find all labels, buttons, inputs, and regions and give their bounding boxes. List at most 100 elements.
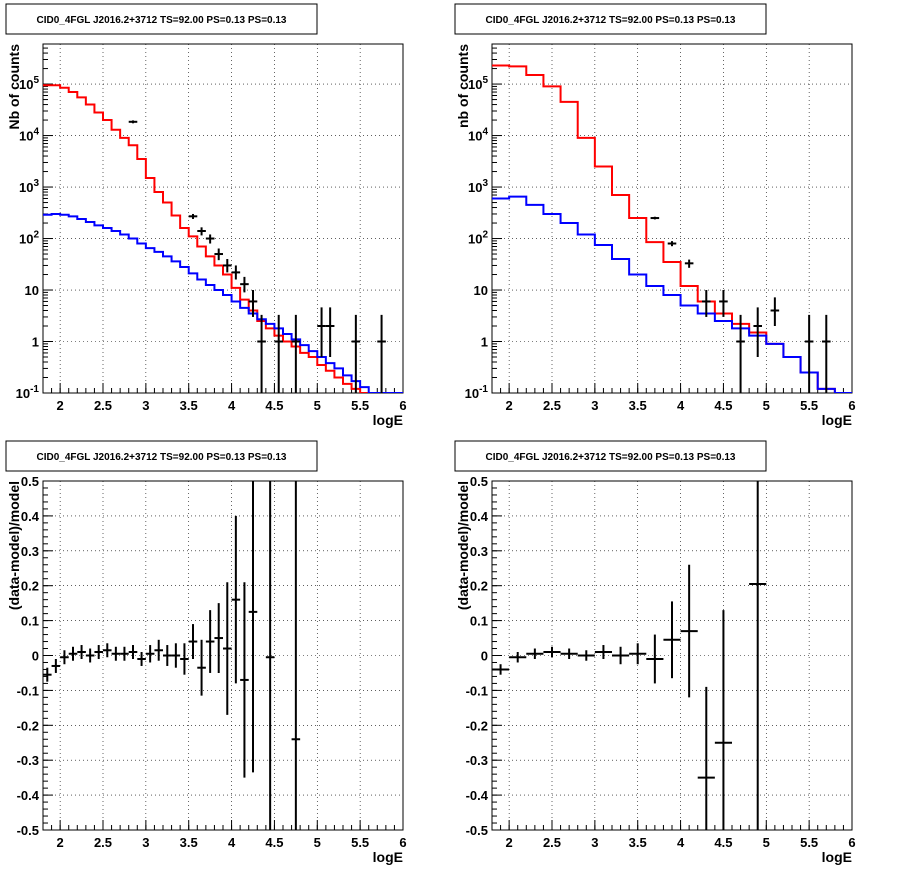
data-point [804,314,814,393]
data-point [543,646,561,658]
data-point [325,307,335,358]
y-tick-label: 0 [481,649,488,664]
data-point [145,645,155,663]
data-point [60,650,69,665]
y-tick-label: 103 [19,178,39,195]
chart-title: CID0_4FGL J2016.2+3712 TS=92.00 PS=0.13 … [37,15,287,26]
y-tick-label: -0.5 [466,823,488,838]
data-point [128,120,138,124]
x-axis-label: logE [373,412,403,428]
x-tick-label: 6 [399,398,406,413]
data-point [714,610,732,830]
plot-data [492,481,767,830]
data-point [77,645,86,659]
y-tick-label: -0.5 [17,823,39,838]
y-tick-label: 0 [32,649,39,664]
x-tick-label: 2 [506,835,513,850]
data-point [103,643,112,658]
data-point [231,515,241,684]
data-point [736,314,745,393]
x-tick-label: 3 [142,398,149,413]
data-point [240,582,249,778]
data-point [257,314,266,393]
x-tick-label: 4.5 [265,398,283,413]
y-tick-label: -0.4 [466,788,489,803]
data-point [154,639,163,661]
y-tick-label: -0.4 [17,788,40,803]
y-tick-label: 103 [468,178,488,195]
chart-title: CID0_4FGL J2016.2+3712 TS=92.00 PS=0.13 … [37,452,287,463]
data-point [205,610,215,673]
x-axis-label: logE [822,412,852,428]
x-tick-label: 5.5 [351,398,369,413]
data-point [719,290,728,317]
data-point [248,290,258,317]
y-tick-label: 0.5 [21,474,39,489]
x-tick-label: 6 [848,398,855,413]
y-tick-label: 0.4 [470,509,489,524]
data-point [560,648,578,659]
data-point [128,645,138,659]
y-tick-label: 105 [19,75,39,92]
x-tick-label: 5 [314,398,321,413]
x-tick-label: 5.5 [800,398,818,413]
data-point [612,646,630,665]
y-tick-label: 102 [19,230,39,247]
chart-title: CID0_4FGL J2016.2+3712 TS=92.00 PS=0.13 … [486,452,736,463]
y-tick-label: 0.4 [21,509,40,524]
data-point [749,481,767,830]
x-tick-label: 5 [763,398,770,413]
chart-panel-3: CID0_4FGL J2016.2+3712 TS=92.00 PS=0.13 … [5,440,407,865]
data-point [137,652,146,666]
data-point [188,213,198,219]
data-point [51,658,61,673]
y-tick-label: 0.1 [21,614,39,629]
x-tick-label: 3 [591,398,598,413]
x-tick-label: 2.5 [543,835,561,850]
data-point [684,259,694,268]
data-point [85,648,95,663]
y-tick-label: 0.5 [470,474,488,489]
y-axis-label: nb of counts [455,44,471,128]
x-tick-label: 4 [677,398,685,413]
data-point [509,652,527,663]
y-axis-label: (data-model)/model [6,481,22,610]
x-tick-label: 2 [57,835,64,850]
data-point [377,314,386,393]
data-point [274,314,283,393]
y-tick-label: 105 [468,75,488,92]
data-point [111,646,121,661]
data-point [265,481,275,830]
x-tick-label: 4.5 [714,835,732,850]
x-axis-label: logE [373,849,403,865]
x-tick-label: 2.5 [543,398,561,413]
data-point [291,314,301,393]
data-point [646,634,664,684]
y-tick-label: -0.3 [17,753,39,768]
y-tick-label: 0.1 [470,614,488,629]
data-point [697,686,715,830]
data-point [753,307,762,358]
data-point [163,645,172,666]
data-point [214,248,223,261]
y-tick-label: -0.3 [466,753,488,768]
x-tick-label: 3.5 [180,835,198,850]
data-point [770,297,780,327]
data-point [680,564,698,698]
histogram-series-2 [43,212,403,393]
data-point [248,481,258,773]
x-tick-label: 4 [228,835,236,850]
y-tick-label: 1 [32,335,39,350]
x-tick-label: 6 [848,835,855,850]
data-point [240,276,249,293]
chart-panel-4: CID0_4FGL J2016.2+3712 TS=92.00 PS=0.13 … [454,440,856,865]
y-tick-label: 0.2 [470,579,488,594]
plot-data [43,481,301,830]
data-point [577,650,595,661]
data-point [197,227,206,236]
y-axis-label: (data-model)/model [455,481,471,610]
x-tick-label: 3.5 [180,398,198,413]
x-tick-label: 2.5 [94,398,112,413]
x-tick-label: 4.5 [265,835,283,850]
x-tick-label: 3.5 [629,398,647,413]
